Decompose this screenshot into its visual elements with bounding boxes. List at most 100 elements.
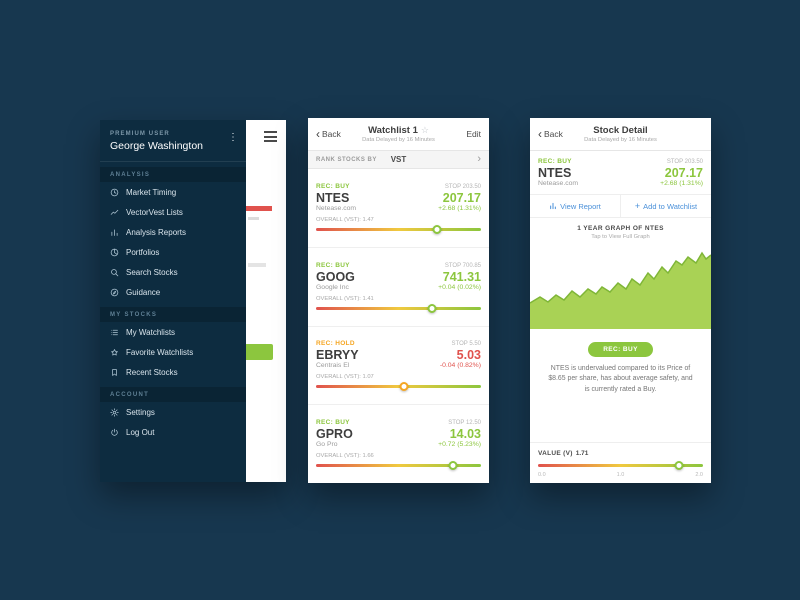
sidebar-item-guidance[interactable]: Guidance: [100, 282, 246, 302]
vst-slider-knob[interactable]: [427, 303, 437, 313]
rec-badge: REC: BUY: [316, 182, 350, 190]
watchlist-screen: ‹ Back Watchlist 1 ☆ Data Delayed by 16 …: [308, 118, 489, 483]
vst-slider[interactable]: [316, 461, 481, 471]
sidebar-item-log-out[interactable]: Log Out: [100, 422, 246, 442]
back-label: Back: [544, 129, 563, 139]
company-name: Go Pro: [316, 441, 338, 449]
sidebar-item-market-timing[interactable]: Market Timing: [100, 182, 246, 202]
detail-body: REC: BUY STOP 203.50 NTES 207.17 Netease…: [530, 151, 711, 483]
stock-detail-screen: ‹ Back Stock Detail Data Delayed by 16 M…: [530, 118, 711, 483]
stock-row-gpro[interactable]: REC: BUY STOP 12.50 GPRO 14.03 Go Pro +0…: [308, 405, 489, 483]
stop-value: STOP 203.50: [666, 159, 703, 165]
overall-vst-label: OVERALL (VST): 1.66: [316, 453, 374, 460]
sidebar-item-favorite-watchlists[interactable]: Favorite Watchlists: [100, 342, 246, 362]
view-report-button[interactable]: View Report: [530, 195, 620, 217]
vst-slider[interactable]: [316, 303, 481, 313]
page-title: Stock Detail: [593, 124, 648, 136]
user-name: George Washington: [110, 140, 203, 152]
chevron-right-icon: ›: [477, 153, 481, 165]
kebab-menu-icon[interactable]: ⋮: [228, 132, 238, 143]
price-change: +2.68 (1.31%): [660, 180, 703, 187]
gear-icon: [110, 407, 119, 417]
section-label-account: ACCOUNT: [100, 387, 246, 402]
text-fragment: [248, 263, 266, 267]
company-name: Netease.com: [316, 204, 357, 212]
hamburger-menu-icon[interactable]: [264, 131, 277, 145]
clock-icon: [110, 188, 119, 197]
company-name: Netease.com: [538, 180, 579, 187]
overall-vst-label: OVERALL (VST): 1.47: [316, 216, 374, 223]
pie-chart-icon: [110, 248, 119, 257]
back-button[interactable]: ‹ Back: [538, 128, 563, 140]
value-slider-knob[interactable]: [674, 461, 684, 470]
stop-value: STOP 5.50: [451, 341, 481, 348]
vst-slider-track: [316, 227, 481, 231]
list-icon: [110, 328, 119, 337]
scale-max: 2.0: [695, 472, 703, 478]
favorite-star-icon: ☆: [420, 124, 429, 135]
background-screen-sliver: [246, 120, 286, 482]
slider-fragment: [246, 206, 272, 211]
report-bars-icon: [550, 202, 556, 210]
sidebar-item-label: Log Out: [126, 427, 155, 437]
vst-slider-knob[interactable]: [399, 382, 409, 392]
line-chart-icon: [110, 208, 119, 217]
stock-row-ntes[interactable]: REC: BUY STOP 203.50 NTES 207.17 Netease…: [308, 169, 489, 248]
rank-label: RANK STOCKS BY: [316, 156, 377, 163]
one-year-area-chart[interactable]: [530, 245, 711, 329]
stock-row-goog[interactable]: REC: BUY STOP 700.85 GOOG 741.31 Google …: [308, 248, 489, 327]
scale-mid: 1.0: [616, 472, 625, 478]
action-bar: View Report + Add to Watchlist: [530, 194, 711, 218]
plus-icon: +: [634, 200, 641, 211]
value-slider[interactable]: [538, 461, 703, 470]
value-label: VALUE (V): [538, 450, 573, 457]
sidebar-item-portfolios[interactable]: Portfolios: [100, 242, 246, 262]
sidebar-item-label: Portfolios: [126, 247, 160, 257]
sidebar-item-label: Analysis Reports: [126, 227, 187, 237]
overall-vst-label: OVERALL (VST): 1.07: [316, 374, 374, 381]
price-change: -0.04 (0.82%): [439, 362, 481, 370]
sidebar-item-search-stocks[interactable]: Search Stocks: [100, 262, 246, 282]
search-icon: [110, 268, 119, 277]
value-number: 1.71: [575, 450, 589, 457]
vst-slider[interactable]: [316, 382, 481, 392]
price-change: +0.04 (0.02%): [438, 283, 481, 291]
section-label-analysis: ANALYSIS: [100, 167, 246, 182]
back-button[interactable]: ‹ Back: [316, 128, 341, 140]
detail-header: ‹ Back Stock Detail Data Delayed by 16 M…: [530, 118, 711, 151]
rank-stocks-by-bar[interactable]: RANK STOCKS BY VST ›: [308, 151, 489, 169]
sidebar-item-analysis-reports[interactable]: Analysis Reports: [100, 222, 246, 242]
price-change: +2.68 (1.31%): [438, 204, 481, 212]
ticker-symbol: GOOG: [316, 269, 355, 284]
ticker-symbol: EBRYY: [316, 348, 359, 363]
company-name: Google Inc: [316, 283, 349, 291]
sidebar-item-my-watchlists[interactable]: My Watchlists: [100, 322, 246, 342]
vst-slider-knob[interactable]: [432, 224, 442, 234]
sidebar-item-vectorvest-lists[interactable]: VectorVest Lists: [100, 202, 246, 222]
section-label-my-stocks: MY STOCKS: [100, 307, 246, 322]
vst-slider-knob[interactable]: [448, 461, 458, 471]
text-fragment: [248, 217, 259, 220]
vst-slider[interactable]: [316, 224, 481, 234]
watchlist-header: ‹ Back Watchlist 1 ☆ Data Delayed by 16 …: [308, 118, 489, 151]
sidebar-item-label: Guidance: [126, 287, 161, 297]
rec-buy-button[interactable]: REC: BUY: [588, 341, 653, 357]
sidebar-item-recent-stocks[interactable]: Recent Stocks: [100, 362, 246, 382]
edit-button[interactable]: Edit: [466, 129, 481, 139]
value-scale: 0.0 1.0 2.0: [538, 472, 703, 478]
vst-slider-track: [316, 306, 481, 310]
button-fragment[interactable]: [246, 344, 273, 360]
add-watchlist-label: Add to Watchlist: [643, 201, 698, 211]
rec-badge: REC: BUY: [538, 158, 572, 165]
sidebar-item-settings[interactable]: Settings: [100, 402, 246, 422]
sidebar-item-label: Recent Stocks: [126, 367, 178, 377]
sidebar-item-label: Settings: [126, 407, 155, 417]
view-report-label: View Report: [560, 201, 601, 211]
sidebar: PREMIUM USER George Washington ⋮ ANALYSI…: [100, 120, 246, 482]
rec-badge: REC: BUY: [316, 261, 350, 269]
stock-row-ebryy[interactable]: REC: HOLD STOP 5.50 EBRYY 5.03 Centrais …: [308, 327, 489, 406]
add-to-watchlist-button[interactable]: + Add to Watchlist: [620, 195, 711, 217]
back-chevron-icon: ‹: [538, 127, 542, 141]
sidebar-item-label: Search Stocks: [126, 267, 178, 277]
